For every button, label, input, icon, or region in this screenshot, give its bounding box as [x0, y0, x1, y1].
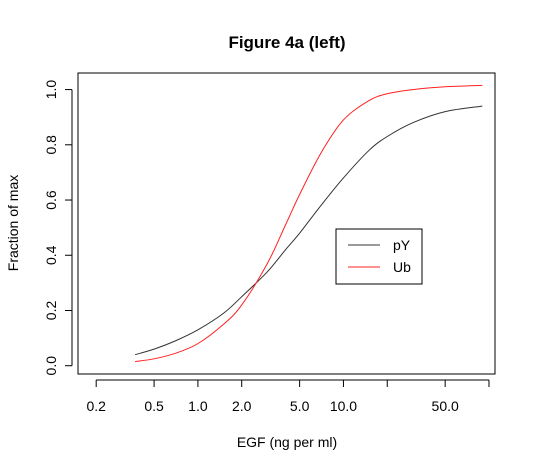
- x-tick-label: 10.0: [330, 398, 357, 414]
- x-axis: 0.2 0.5 1.0 2.0 5.0 10.0 50.0: [86, 379, 490, 414]
- chart-title: Figure 4a (left): [228, 33, 345, 52]
- x-axis-label: EGF (ng per ml): [237, 434, 337, 450]
- plot-frame: [77, 72, 496, 375]
- x-tick-label: 5.0: [290, 398, 310, 414]
- x-tick-label: 1.0: [188, 398, 208, 414]
- y-tick-label: 0.8: [43, 135, 59, 155]
- y-tick-label: 0.6: [43, 190, 59, 210]
- series-line-ub: [134, 84, 483, 363]
- legend-label-ub: Ub: [393, 259, 411, 275]
- legend-box: [335, 228, 423, 285]
- y-tick-label: 0.4: [43, 245, 59, 265]
- x-tick-label: 50.0: [432, 398, 459, 414]
- y-axis-label: Fraction of max: [5, 175, 21, 271]
- y-axis: 0.0 0.2 0.4 0.6 0.8 1.0: [43, 80, 73, 376]
- y-tick-label: 1.0: [43, 80, 59, 100]
- x-tick-label: 0.5: [144, 398, 164, 414]
- series-layer: [134, 84, 483, 363]
- legend-label-py: pY: [393, 237, 411, 253]
- y-tick-label: 0.0: [43, 356, 59, 376]
- y-tick-label: 0.2: [43, 301, 59, 321]
- x-tick-label: 2.0: [232, 398, 252, 414]
- x-tick-label: 0.2: [86, 398, 106, 414]
- legend: pY Ub: [335, 228, 423, 285]
- series-line-py: [134, 105, 483, 356]
